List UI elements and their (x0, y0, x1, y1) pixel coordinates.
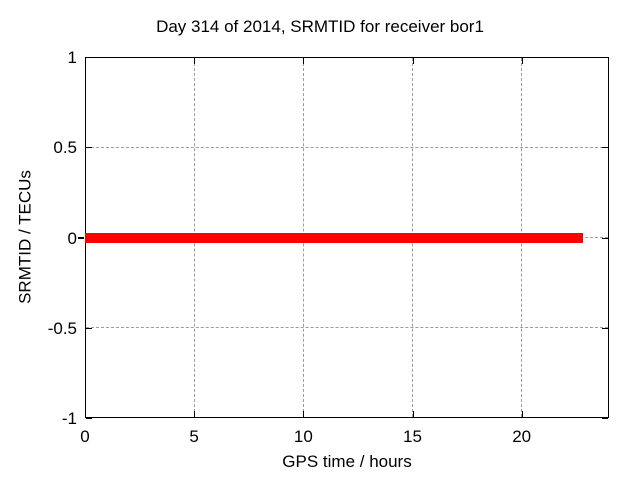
y-gridline (86, 327, 608, 329)
x-tick-top (303, 58, 305, 64)
y-gridline (86, 146, 608, 148)
x-axis-label: GPS time / hours (282, 452, 412, 471)
y-tick-right (602, 327, 608, 329)
x-tick-bottom (85, 411, 86, 417)
x-tick-top (521, 58, 523, 64)
x-tick-top (85, 58, 86, 64)
x-tick-top (412, 58, 414, 64)
x-tick-label: 0 (80, 427, 90, 446)
x-tick-bottom (412, 411, 414, 417)
y-tick-label: 1 (67, 48, 77, 67)
y-tick-left (86, 418, 92, 419)
x-tick-label: 5 (189, 427, 199, 446)
x-tick-label: 10 (293, 427, 313, 446)
y-tick-label: 0 (67, 228, 77, 248)
y-tick-label: 0.5 (53, 138, 77, 158)
chart-title: Day 314 of 2014, SRMTID for receiver bor… (156, 17, 484, 36)
y-tick-right (602, 57, 608, 58)
y-tick-left (86, 147, 92, 149)
x-tick-top (194, 58, 196, 64)
y-tick-right (602, 418, 608, 419)
series-line-srmtid (85, 232, 583, 243)
y-tick-right (602, 237, 608, 239)
x-tick-bottom (303, 411, 305, 417)
x-tick-bottom (194, 411, 196, 417)
x-tick-bottom (521, 411, 523, 417)
y-tick-right (602, 147, 608, 149)
y-tick-label: -1 (61, 409, 77, 428)
y-tick-left (86, 327, 92, 329)
y-tick-left (86, 57, 92, 58)
y-zero-outer-tick (78, 236, 84, 239)
y-tick-label: -0.5 (47, 318, 77, 338)
x-tick-label: 15 (403, 427, 422, 446)
x-tick-label: 20 (512, 427, 532, 446)
